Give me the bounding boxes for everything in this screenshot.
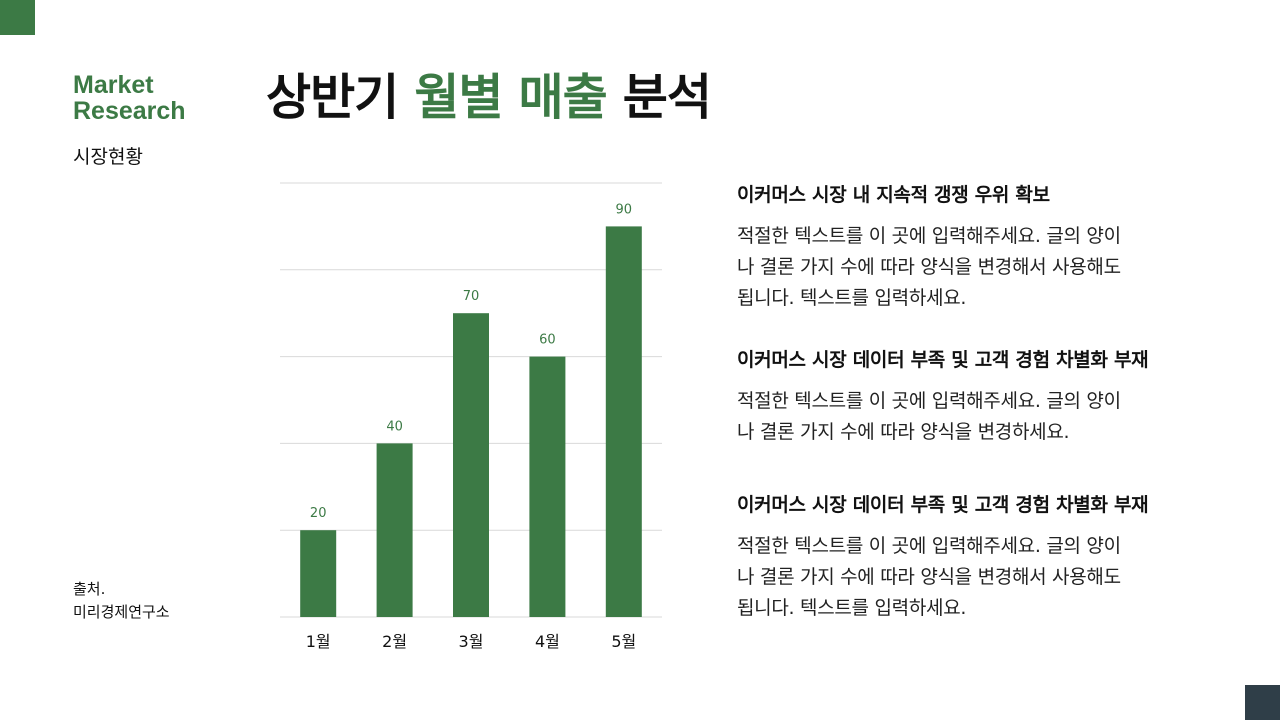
text-block-2: 이커머스 시장 데이터 부족 및 고객 경험 차별화 부재 적절한 텍스트를 이… [737,345,1207,448]
title-part-1: 상반기 [266,69,415,126]
block-heading: 이커머스 시장 내 지속적 갱쟁 우위 확보 [737,184,1050,206]
data-label: 90 [616,202,633,217]
body-line: 적절한 텍스트를 이 곳에 입력해주세요. 글의 양이 [737,225,1121,247]
bar [605,226,642,617]
brand-line-2: Research [73,97,186,125]
block-body: 적절한 텍스트를 이 곳에 입력해주세요. 글의 양이 나 결론 가지 수에 따… [737,386,1207,448]
block-body: 적절한 텍스트를 이 곳에 입력해주세요. 글의 양이 나 결론 가지 수에 따… [737,531,1207,624]
body-line: 적절한 텍스트를 이 곳에 입력해주세요. 글의 양이 [737,535,1121,557]
x-tick-label: 3월 [459,632,484,651]
x-tick-label: 4월 [535,632,560,651]
bar [529,356,566,617]
block-heading: 이커머스 시장 데이터 부족 및 고객 경험 차별화 부재 [737,494,1149,516]
corner-accent-top-left [0,0,35,35]
block-body: 적절한 텍스트를 이 곳에 입력해주세요. 글의 양이 나 결론 가지 수에 따… [737,221,1207,314]
bar-chart: 20 1월 40 2월 70 3월 60 4월 90 5월 [280,182,662,651]
page-title: 상반기 월별 매출 분석 [266,58,712,129]
text-block-1: 이커머스 시장 내 지속적 갱쟁 우위 확보 적절한 텍스트를 이 곳에 입력해… [737,180,1207,314]
bar [300,530,337,617]
source-name: 미리경제연구소 [73,603,170,621]
section-subtitle: 시장현황 [73,146,143,168]
brand-logo: Market Research [73,72,233,124]
x-tick-label: 2월 [382,632,407,651]
title-part-2: 분석 [606,69,712,126]
x-tick-label: 1월 [306,632,331,651]
block-heading: 이커머스 시장 데이터 부족 및 고객 경험 차별화 부재 [737,349,1149,371]
title-highlight: 월별 매출 [414,69,607,126]
body-line: 나 결론 가지 수에 따라 양식을 변경해서 사용해도 [737,566,1121,588]
body-line: 됩니다. 텍스트를 입력하세요. [737,287,967,309]
data-label: 60 [539,333,556,348]
x-tick-label: 5월 [611,632,636,651]
body-line: 나 결론 가지 수에 따라 양식을 변경하세요. [737,421,1070,443]
bar [453,313,489,617]
source-note: 출처. 미리경제연구소 [73,578,170,624]
body-line: 적절한 텍스트를 이 곳에 입력해주세요. 글의 양이 [737,390,1121,412]
corner-accent-bottom-right [1245,685,1280,720]
text-block-3: 이커머스 시장 데이터 부족 및 고객 경험 차별화 부재 적절한 텍스트를 이… [737,490,1207,624]
brand-line-1: Market [73,71,154,99]
data-label: 70 [463,289,480,304]
body-line: 나 결론 가지 수에 따라 양식을 변경해서 사용해도 [737,256,1121,278]
source-label: 출처. [73,580,106,598]
bar [376,443,413,617]
data-label: 20 [310,506,327,521]
body-line: 됩니다. 텍스트를 입력하세요. [737,597,967,619]
data-label: 40 [386,419,403,434]
